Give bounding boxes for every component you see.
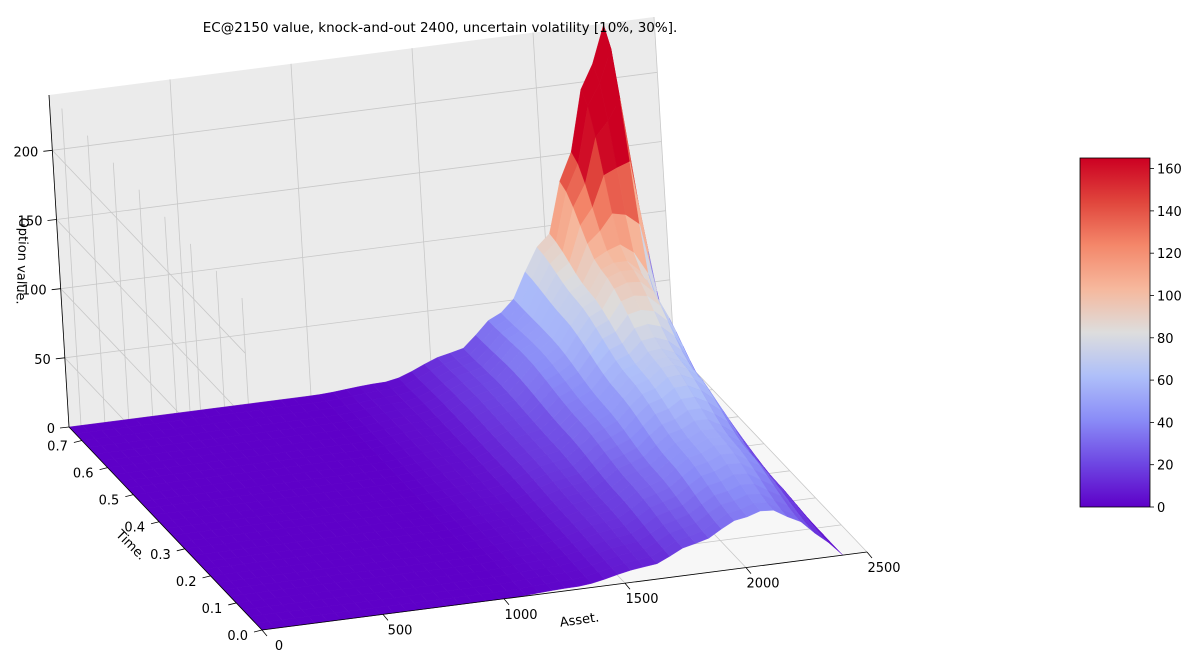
x-tick bbox=[866, 551, 873, 559]
y-tick-label: 0.1 bbox=[202, 602, 223, 617]
y-tick-label: 0.4 bbox=[124, 521, 145, 536]
x-tick bbox=[745, 567, 752, 574]
colorbar-tick-label: 40 bbox=[1157, 416, 1174, 431]
x-tick bbox=[261, 629, 268, 637]
x-tick-label: 2000 bbox=[746, 577, 779, 592]
colorbar-tick-label: 0 bbox=[1157, 501, 1165, 516]
y-tick bbox=[99, 467, 108, 470]
x-tick-label: 1500 bbox=[625, 592, 658, 607]
y-tick bbox=[228, 602, 237, 606]
x-axis-line bbox=[261, 551, 868, 631]
x-axis-label: Asset. bbox=[559, 610, 600, 630]
y-tick-label: 0.5 bbox=[99, 494, 120, 509]
colorbar-tick-label: 140 bbox=[1157, 205, 1182, 220]
surface-mesh bbox=[68, 24, 843, 631]
y-tick bbox=[202, 575, 211, 579]
x-tick-label: 0 bbox=[275, 639, 283, 654]
y-axis-line bbox=[68, 426, 263, 631]
y-tick-label: 0.3 bbox=[150, 548, 171, 563]
colorbar-tick-label: 80 bbox=[1157, 332, 1174, 347]
y-tick-label: 0.6 bbox=[73, 467, 94, 482]
y-tick bbox=[73, 440, 82, 443]
z-tick-label: 150 bbox=[18, 215, 43, 230]
colorbar-tick-label: 160 bbox=[1157, 163, 1182, 178]
colorbar-tick-label: 20 bbox=[1157, 459, 1174, 474]
z-axis-label: Option value. bbox=[12, 217, 30, 305]
colorbar: 0 20 40 60 80 100 120 140 160 bbox=[1079, 157, 1182, 516]
y-tick bbox=[253, 629, 263, 633]
x-tick-label: 500 bbox=[388, 623, 413, 638]
x-tick-label: 1000 bbox=[504, 608, 537, 623]
y-tick bbox=[150, 521, 160, 525]
colorbar-bar bbox=[1079, 157, 1151, 508]
z-tick bbox=[59, 426, 70, 429]
z-tick bbox=[43, 149, 53, 152]
x-tick bbox=[382, 614, 389, 621]
z-tick bbox=[55, 357, 65, 360]
colorbar-tick-label: 60 bbox=[1157, 374, 1174, 389]
surface-patch bbox=[822, 535, 843, 556]
x-tick bbox=[503, 598, 510, 606]
z-tick bbox=[51, 288, 61, 291]
y-tick bbox=[125, 494, 134, 498]
colorbar-tick-label: 120 bbox=[1157, 247, 1182, 262]
chart-title: EC@2150 value, knock-and-out 2400, uncer… bbox=[202, 20, 678, 36]
x-tick-label: 2500 bbox=[867, 561, 900, 576]
y-tick-label: 0.2 bbox=[176, 575, 197, 590]
z-tick bbox=[47, 219, 57, 221]
x-tick bbox=[624, 582, 631, 590]
y-tick bbox=[176, 548, 185, 552]
colorbar-tick-label: 100 bbox=[1157, 289, 1182, 304]
y-tick-label: 0.7 bbox=[47, 440, 68, 455]
y-tick-label: 0.0 bbox=[227, 629, 248, 644]
z-tick-label: 200 bbox=[14, 145, 39, 160]
z-tick-label: 50 bbox=[34, 353, 51, 368]
z-tick-label: 0 bbox=[47, 422, 55, 437]
z-tick-label: 100 bbox=[22, 284, 47, 299]
